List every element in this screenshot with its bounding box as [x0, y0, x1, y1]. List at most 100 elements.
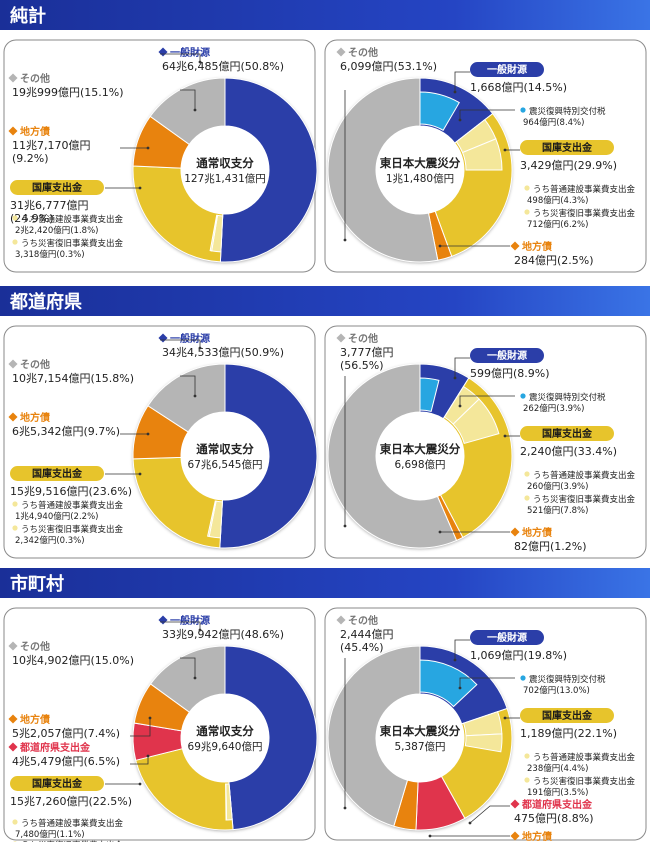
category-pill-label: 一般財源 [487, 63, 527, 76]
leader-dot [468, 821, 472, 825]
donut-sub-slice [419, 659, 478, 708]
leader-line [180, 89, 196, 110]
bullet-diamond-icon [336, 615, 346, 625]
category-pill-label: 国庫支出金 [32, 467, 83, 480]
sub-value-text: 521億円(7.8%) [527, 505, 588, 516]
leader-dot [438, 244, 442, 248]
sub-category-title: 震災復興特別交付税 [529, 392, 606, 403]
sub-category-title: うち普通建設事業費支出金 [21, 500, 124, 511]
category-title: その他 [20, 72, 50, 85]
donut-hole [181, 694, 269, 782]
sub-value-text: 191億円(3.5%) [527, 787, 588, 798]
category-pill-label: 国庫支出金 [542, 141, 593, 154]
leader-dot [193, 676, 197, 680]
bullet-dot-icon [12, 215, 18, 221]
bullet-dot-icon [524, 209, 530, 215]
value-text: 34兆4,533億円(50.9%) [162, 346, 284, 359]
donut-sub-slice [207, 500, 217, 538]
value-text: 3,777億円 [340, 346, 394, 359]
donut-sub-slice [419, 91, 460, 131]
category-title: その他 [20, 640, 50, 653]
section-municipalities: 市町村通常収支分69兆9,640億円一般財源33兆9,942億円(48.6%)そ… [0, 568, 650, 842]
bullet-dot-icon [12, 239, 18, 245]
donut-hole [376, 412, 464, 500]
value-text: 15兆9,516億円(23.6%) [10, 485, 132, 498]
leader-dot [146, 754, 150, 758]
section-banner [0, 568, 650, 598]
value-text: 6,099億円(53.1%) [340, 60, 437, 73]
value-text: (9.2%) [12, 152, 49, 165]
value-text: 4兆5,479億円(6.5%) [12, 755, 120, 768]
category-pill-label: 国庫支出金 [542, 709, 593, 722]
value-text: 15兆7,260億円(22.5%) [10, 795, 132, 808]
leader-dot [138, 782, 142, 786]
donut-center-total: 6,698億円 [394, 458, 445, 471]
leader-dot [503, 716, 507, 720]
category-title: 地方債 [20, 713, 50, 726]
sub-value-text: 2兆2,420億円(1.8%) [15, 225, 98, 236]
category-title: 一般財源 [170, 614, 210, 627]
leader-line [160, 339, 201, 348]
sub-category-title: 震災復興特別交付税 [529, 674, 606, 685]
sub-value-text: 712億円(6.2%) [527, 219, 588, 230]
value-text: (24.9%) [10, 212, 54, 225]
leader-dot [138, 472, 142, 476]
category-pill [10, 466, 104, 481]
section-banner [0, 286, 650, 316]
sub-category-title: うち災害復旧事業費支出金 [533, 494, 636, 505]
bullet-dot-icon [524, 185, 530, 191]
category-title: その他 [348, 614, 378, 627]
value-text: 10兆4,902億円(15.0%) [12, 654, 134, 667]
leader-dot [193, 108, 197, 112]
bullet-dot-icon [524, 753, 530, 759]
category-pill [10, 776, 104, 791]
leader-dot [453, 90, 457, 94]
sub-value-text: 964億円(8.4%) [523, 117, 584, 128]
sub-value-text: 238億円(4.4%) [527, 763, 588, 774]
donut-center-total: 69兆9,640億円 [188, 740, 263, 753]
leader-dot [438, 530, 442, 534]
donut-center-title: 通常収支分 [196, 156, 254, 170]
sub-category-title: うち災害復旧事業費支出金 [21, 238, 124, 249]
value-text: (45.4%) [340, 641, 384, 654]
category-pill [520, 140, 614, 155]
sub-value-text: 2,342億円(0.3%) [15, 535, 85, 546]
leader-dot [198, 628, 202, 632]
leader-line [160, 621, 201, 630]
value-text: 284億円(2.5%) [514, 254, 594, 267]
leader-dot [428, 834, 432, 838]
donut-center-total: 67兆6,545億円 [188, 458, 263, 471]
section-title: 純計 [10, 5, 46, 27]
category-title: 一般財源 [170, 332, 210, 345]
value-text: 11兆7,170億円 [12, 139, 91, 152]
value-text: 1,189億円(22.1%) [520, 727, 617, 740]
donut-center-title: 東日本大震災分 [380, 156, 461, 170]
section-title: 市町村 [10, 573, 64, 595]
donut-center-total: 127兆1,431億円 [184, 172, 266, 185]
donut-hole [376, 694, 464, 782]
category-title: 地方債 [522, 240, 552, 253]
value-text: 31兆6,777億円 [10, 199, 89, 212]
value-text: 599億円(8.9%) [470, 367, 550, 380]
leader-line [180, 657, 196, 678]
leader-dot [343, 806, 347, 810]
section-title: 都道府県 [9, 291, 82, 313]
leader-line [459, 677, 515, 688]
value-text: (56.5%) [340, 359, 384, 372]
bullet-diamond-icon [510, 799, 520, 809]
leader-dot [453, 658, 457, 662]
donut-sub-slice [452, 398, 500, 445]
section-banner [0, 0, 650, 30]
value-text: 33兆9,942億円(48.6%) [162, 628, 284, 641]
sub-category-title: うち災害復旧事業費支出金 [21, 840, 124, 842]
value-text: 19兆999億円(15.1%) [12, 86, 124, 99]
leader-dot [503, 434, 507, 438]
category-pill-label: 国庫支出金 [542, 427, 593, 440]
donut-sub-slice [209, 214, 219, 252]
sub-value-text: 3,318億円(0.3%) [15, 249, 85, 260]
category-pill [470, 62, 544, 77]
bullet-dot-icon [12, 501, 18, 507]
donut-slice [132, 456, 224, 549]
bullet-diamond-icon [510, 527, 520, 537]
sub-value-text: 702億円(13.0%) [523, 685, 590, 696]
